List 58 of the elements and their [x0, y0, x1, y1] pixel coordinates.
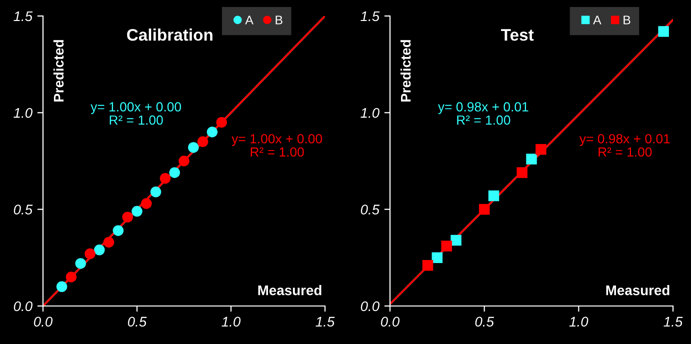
point — [178, 156, 190, 166]
x-tick-label: 0.5 — [128, 316, 147, 327]
x-tick-label: 0.5 — [475, 316, 494, 327]
legend-label: B — [276, 16, 282, 24]
y-tick-label: 1.5 — [360, 11, 380, 22]
point — [122, 212, 133, 222]
point — [478, 204, 490, 215]
point — [94, 244, 105, 256]
y-tick-label: 0.5 — [360, 204, 380, 215]
point — [216, 116, 227, 128]
point — [160, 173, 171, 184]
point — [197, 136, 208, 148]
x-tick-label: 0.0 — [380, 316, 400, 327]
point — [132, 206, 142, 217]
point — [84, 248, 96, 260]
y-tick-label: 1.0 — [14, 108, 32, 118]
point — [206, 126, 218, 138]
y-tick-label: 0.0 — [360, 301, 380, 312]
text: Calibration — [127, 28, 212, 41]
legend-label: B — [624, 16, 630, 24]
point — [536, 144, 546, 155]
y-tick-label: 0.5 — [14, 204, 33, 215]
x-tick-label: 1.0 — [569, 316, 588, 327]
point — [75, 258, 86, 269]
y-axis-title: Predicted — [400, 40, 411, 102]
x-tick-label: 0.0 — [34, 316, 53, 327]
y-axis-title: Predicted — [53, 40, 64, 102]
text: Test — [501, 29, 534, 41]
point — [526, 154, 537, 164]
annotation: y= 0.98x + 0.01 R² = 1.00 — [438, 102, 528, 125]
point — [141, 198, 152, 209]
point — [112, 225, 124, 236]
legend-label: A — [245, 16, 254, 24]
legend-label: A — [593, 16, 602, 24]
point — [150, 186, 162, 198]
point — [488, 190, 500, 202]
point — [450, 234, 462, 246]
x-axis-title: Measured — [606, 285, 670, 296]
annotation: y= 0.98x + 0.01 R² = 1.00 — [579, 134, 670, 157]
x-tick-label: 1.5 — [316, 316, 335, 327]
point — [441, 240, 452, 252]
point — [56, 281, 68, 292]
y-tick-label: 1.0 — [360, 108, 380, 118]
y-tick-label: 1.5 — [14, 11, 33, 22]
point — [516, 167, 528, 178]
x-axis-title: Measured — [258, 285, 322, 296]
annotation: y= 1.00x + 0.00 R² = 1.00 — [232, 134, 322, 157]
point — [432, 252, 443, 264]
annotation: y= 1.00x + 0.00 R² = 1.00 — [90, 102, 182, 125]
x-tick-label: 1.5 — [664, 316, 683, 327]
point — [188, 142, 199, 153]
x-tick-label: 1.0 — [222, 316, 241, 327]
point — [658, 26, 669, 37]
y-tick-label: 0.0 — [14, 301, 32, 312]
point — [103, 236, 114, 248]
point — [422, 260, 434, 271]
point — [169, 167, 180, 178]
point — [66, 272, 77, 282]
